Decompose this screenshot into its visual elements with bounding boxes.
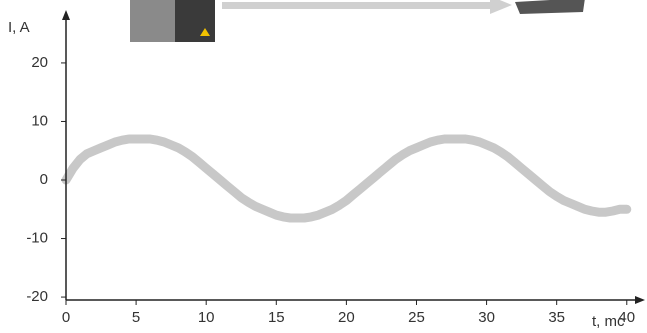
x-tick-label: 10 [198,309,215,326]
x-tick-label: 20 [338,309,355,326]
x-tick-label: 25 [408,309,425,326]
y-tick-label: 10 [31,112,48,129]
y-axis-label: I, A [8,19,30,36]
illustration [130,0,585,42]
x-tick-label: 15 [268,309,285,326]
load-device [515,0,585,14]
y-tick-label: 0 [40,171,48,188]
current-line [61,134,632,223]
x-tick-label: 30 [478,309,495,326]
x-axis-arrow [635,296,645,304]
y-axis-arrow [62,10,70,20]
arrow-shaft [222,2,492,9]
x-axis-label: t, mc [592,313,625,330]
y-tick-label: -20 [26,288,48,305]
x-tick-label: 5 [132,309,140,326]
x-tick-label: 40 [618,309,635,326]
warning-icon [200,28,210,36]
arrow-head [490,0,512,14]
y-tick-label: -10 [26,230,48,247]
x-tick-label: 0 [62,309,70,326]
x-tick-label: 35 [548,309,565,326]
y-tick-label: 20 [31,54,48,71]
